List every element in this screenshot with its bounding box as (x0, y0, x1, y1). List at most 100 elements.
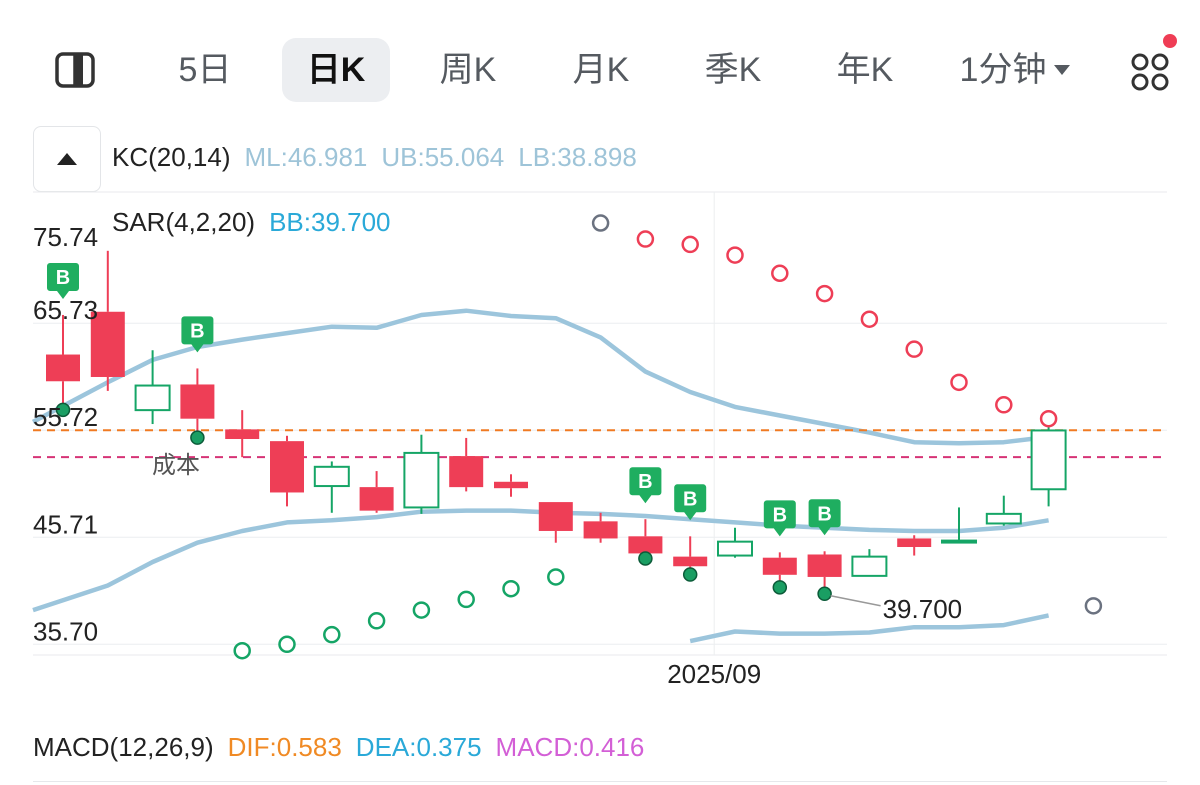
tab-5[interactable]: 季K (680, 38, 786, 102)
candle (628, 519, 663, 555)
candle (270, 435, 304, 507)
candle-body-up (313, 465, 350, 488)
split-panel-icon[interactable] (55, 52, 95, 88)
candle (941, 507, 977, 544)
buy-badge-letter: B (638, 471, 652, 493)
candle (538, 502, 573, 543)
candle-body-down (46, 354, 80, 382)
candle-body-down (583, 521, 618, 539)
sar-dot (591, 214, 610, 232)
buy-fill-dot (817, 586, 832, 602)
buy-badge-icon (674, 484, 707, 521)
candle (449, 437, 484, 492)
buy-signal-marker: B (181, 316, 214, 445)
tab-label: 季K (704, 51, 762, 89)
candle (313, 461, 350, 513)
buy-badge-letter: B (190, 320, 204, 342)
tab-1[interactable]: 5日 (150, 38, 260, 102)
candle-body-up (134, 384, 171, 412)
candle (673, 536, 708, 571)
candle-body-down (270, 441, 304, 493)
tab-label: 月K (572, 51, 630, 89)
candle (403, 434, 440, 514)
candle (134, 350, 171, 425)
buy-fill-dot (190, 430, 205, 445)
buy-badge-letter: B (817, 503, 831, 525)
candle-body-up (1030, 429, 1067, 491)
candle (180, 368, 215, 434)
kc-ml: ML:46.981 (244, 142, 368, 172)
buy-fill-dot (638, 551, 653, 566)
candle-body-down (180, 384, 215, 419)
sar-dot (860, 310, 879, 328)
candle (897, 535, 932, 556)
candle (90, 250, 125, 391)
candle-body-down (90, 311, 125, 377)
tab-7[interactable]: 1分钟 (945, 38, 1085, 102)
y-axis-label: 45.71 (33, 509, 98, 539)
buy-fill-dot (682, 567, 698, 582)
macd-divider (33, 781, 1167, 782)
collapse-triangle-icon (57, 153, 77, 165)
kc-lower-line (689, 613, 1050, 644)
macd-dea: DEA:0.375 (355, 732, 482, 762)
buy-signal-marker: B (808, 499, 841, 602)
sar-bb: BB:39.700 (269, 207, 391, 237)
sar-dot (367, 612, 386, 630)
macd-name: MACD(12,26,9) (33, 732, 214, 762)
tab-label: 5日 (178, 51, 232, 89)
cost-label: 成本 (152, 452, 200, 479)
candle-body-down (538, 502, 573, 531)
period-tab-bar: 5日 日K 周K 月K 季K 年K 1分钟 (0, 30, 1200, 110)
buy-badge-letter: B (683, 488, 697, 510)
candle-body-up (403, 451, 440, 509)
sar-dot (457, 590, 475, 609)
tab-label: 日K (306, 51, 366, 89)
tab-4[interactable]: 月K (548, 38, 654, 102)
x-axis-label: 2025/09 (667, 659, 761, 689)
buy-badge-icon (629, 467, 662, 504)
tab-label: 1分钟 (959, 51, 1047, 89)
buy-fill-dot (55, 402, 71, 418)
buy-badge-letter: B (773, 504, 787, 526)
sar-dot (547, 568, 565, 586)
tab-6[interactable]: 年K (812, 38, 918, 102)
kc-ub: UB:55.064 (381, 142, 505, 172)
tab-3[interactable]: 周K (415, 38, 521, 102)
tab-label: 年K (836, 51, 894, 89)
buy-badge-icon (181, 316, 214, 353)
sar-dot (1084, 597, 1103, 615)
kc-indicator-legend[interactable]: KC(20,14) ML:46.981 UB:55.064 LB:38.898 (112, 142, 651, 173)
y-axis-label: 75.74 (33, 222, 98, 252)
chevron-down-icon (1054, 65, 1071, 76)
candle-body-up (941, 539, 977, 544)
buy-badge-icon (808, 499, 841, 536)
sar-dot (995, 396, 1013, 414)
candle (985, 495, 1022, 526)
candle-body-down (762, 557, 797, 575)
buy-badge-icon (47, 262, 79, 299)
candle-body-up (717, 540, 753, 557)
candle-body-up (985, 512, 1022, 525)
sar-min-leader (830, 595, 881, 607)
tab-2[interactable]: 日K (282, 38, 390, 102)
kc-name: KC(20,14) (112, 142, 231, 172)
sar-dot (815, 284, 834, 303)
grid-apps-icon[interactable] (1130, 52, 1170, 92)
candle (46, 314, 80, 406)
candle-body-down (225, 429, 260, 440)
candle-body-down (494, 481, 528, 489)
sar-dot (412, 601, 431, 619)
candle (851, 549, 888, 577)
candle (807, 551, 842, 590)
buy-badge-letter: B (56, 267, 70, 289)
candle-body-down (807, 554, 842, 577)
sar-dot (278, 635, 296, 654)
candle (225, 410, 260, 458)
sar-indicator-legend[interactable]: SAR(4,2,20) BB:39.700 (112, 207, 405, 238)
macd-dif: DIF:0.583 (227, 732, 342, 762)
candle (494, 474, 528, 497)
candle-body-down (673, 556, 708, 567)
macd-indicator-legend[interactable]: MACD(12,26,9) DIF:0.583 DEA:0.375 MACD:0.41… (33, 732, 658, 763)
